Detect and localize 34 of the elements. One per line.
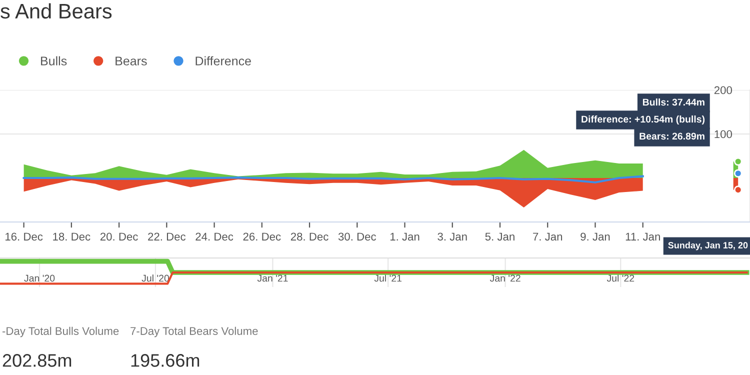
x-tick-label: Jan '21 <box>257 274 288 282</box>
x-tick-label: 11. Jan <box>626 232 660 241</box>
text: 7-Day Total Bears Volume <box>130 326 258 338</box>
x-tick-label: 28. Dec <box>290 232 328 241</box>
x-tick-label: 7. Jan <box>533 232 562 241</box>
text: 195.66m <box>131 354 200 367</box>
x-tick-label: Jul '20 <box>142 274 169 282</box>
text: -Day Total Bulls Volume <box>2 326 119 338</box>
annotation: Bears: 26.89m <box>640 132 704 140</box>
x-tick-label: 3. Jan <box>438 232 467 241</box>
annotation: Difference: +10.54m (bulls) <box>582 115 705 125</box>
text: 202.85m <box>2 354 72 367</box>
x-tick-label: Jan '22 <box>490 274 520 282</box>
x-tick-label: 26. Dec <box>243 232 281 241</box>
x-tick-label: 22. Dec <box>148 232 186 241</box>
annotation: Bulls: 37.44m <box>642 98 704 106</box>
x-tick-label: 16. Dec <box>6 232 43 241</box>
chart-title: s And Bears <box>0 3 112 19</box>
x-tick-label: Jul '22 <box>606 274 634 282</box>
legend-label: Difference <box>196 56 251 66</box>
x-tick-label: Jul '21 <box>374 274 402 282</box>
x-tick-label: 20. Dec <box>100 232 138 241</box>
x-tick-label: Jan '20 <box>24 274 55 282</box>
x-tick-label: 30. Dec <box>338 232 376 241</box>
x-tick-label: 5. Jan <box>485 232 514 241</box>
y-tick-label: 200 <box>714 86 732 94</box>
legend-label: Bulls <box>41 56 67 66</box>
x-tick-label: 18. Dec <box>53 232 90 241</box>
x-tick-label: 24. Dec <box>196 232 234 241</box>
x-tick-label: 9. Jan <box>580 232 610 241</box>
x-tick-label: 1. Jan <box>390 232 420 241</box>
text: Sunday, Jan 15, 20 <box>668 242 748 250</box>
y-tick-label: 100 <box>714 130 732 138</box>
legend-label: Bears <box>116 56 147 66</box>
